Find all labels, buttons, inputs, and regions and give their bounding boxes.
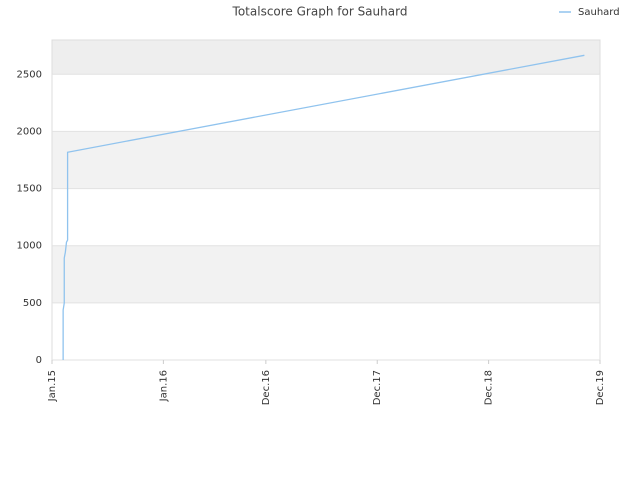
grid-band — [52, 40, 600, 75]
y-tick-label: 1500 — [17, 184, 42, 195]
x-tick-label: Jan.16 — [158, 370, 169, 402]
y-tick-label: 500 — [23, 298, 42, 309]
grid-band — [52, 245, 600, 303]
plot-area — [51, 39, 601, 361]
series-line — [62, 54, 585, 360]
x-tick-label: Dec.17 — [372, 370, 383, 405]
x-tick-label: Dec.19 — [595, 370, 606, 405]
grid-band — [52, 131, 600, 189]
x-tick-label: Jan.15 — [47, 370, 58, 402]
y-tick-label: 1000 — [17, 241, 42, 252]
legend-label: Sauhard — [578, 7, 620, 18]
x-tick-label: Dec.18 — [484, 370, 495, 405]
y-tick-label: 0 — [36, 355, 42, 366]
y-tick-label: 2500 — [17, 69, 42, 80]
chart-title: Totalscore Graph for Sauhard — [232, 5, 408, 19]
y-tick-label: 2000 — [17, 126, 42, 137]
x-tick-label: Dec.16 — [261, 370, 272, 405]
